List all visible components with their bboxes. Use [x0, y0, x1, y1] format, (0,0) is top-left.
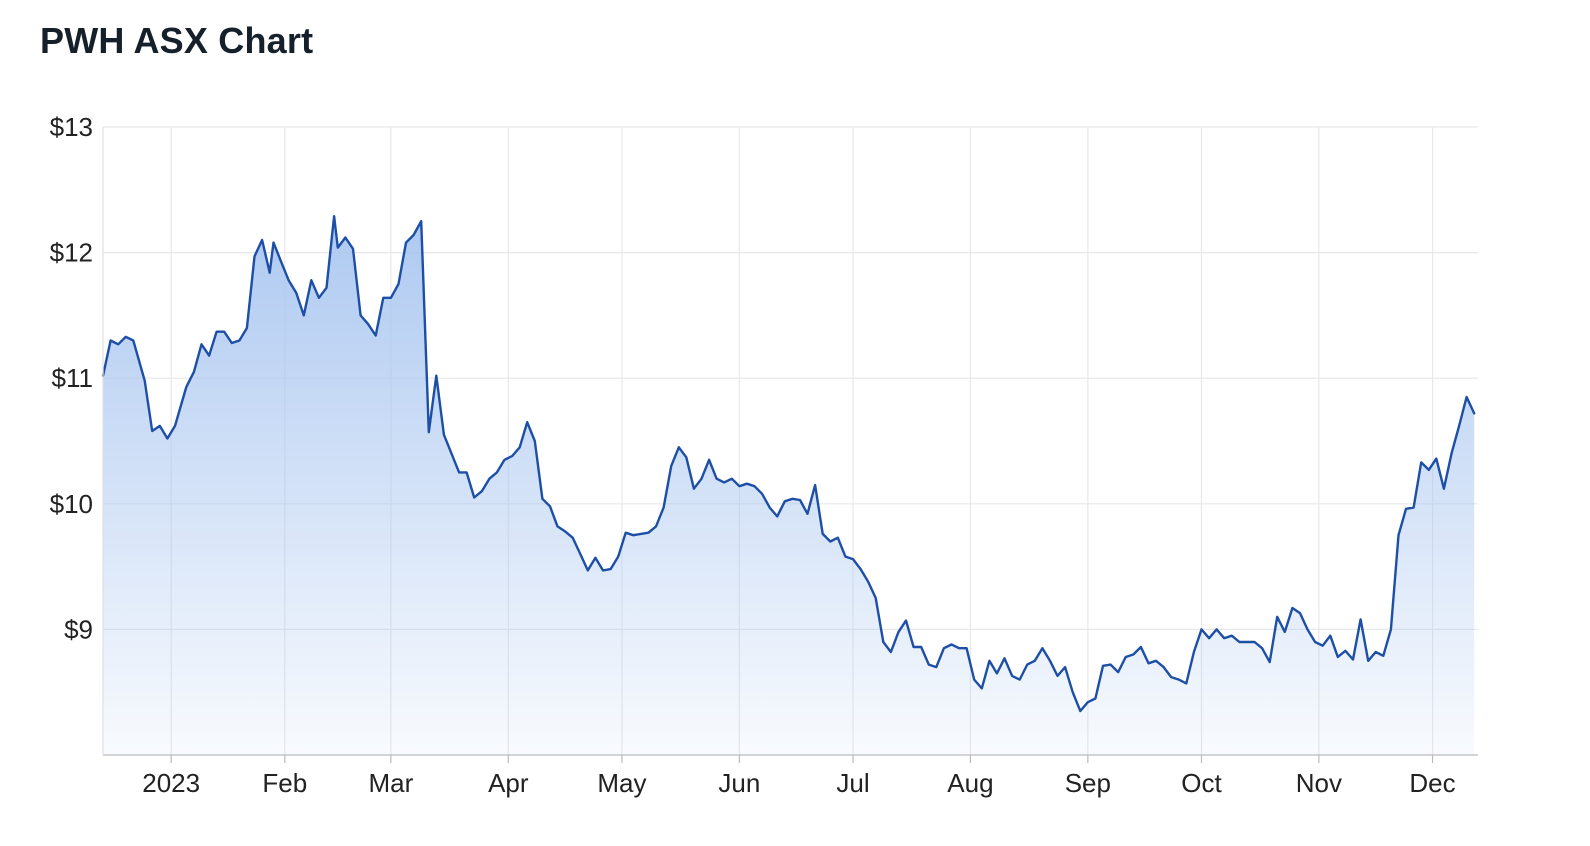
x-tick-label: Oct: [1181, 768, 1222, 798]
chart-title: PWH ASX Chart: [40, 20, 314, 61]
x-tick-label: Apr: [488, 768, 529, 798]
x-tick-label: Jun: [718, 768, 760, 798]
x-tick-label: Sep: [1065, 768, 1111, 798]
x-tick-label: Jul: [836, 768, 869, 798]
x-tick-label: Mar: [368, 768, 413, 798]
y-tick-label: $13: [50, 112, 93, 142]
axes: $13 $12 $11 $10 $9 2023 Feb Mar Apr May Jun Jul Aug S…: [50, 112, 1478, 798]
x-tick-label: Feb: [262, 768, 307, 798]
x-tick-label: May: [597, 768, 646, 798]
y-tick-label: $9: [64, 614, 93, 644]
y-tick-label: $11: [52, 363, 93, 393]
x-tick-label: Aug: [947, 768, 993, 798]
y-tick-label: $12: [50, 238, 93, 268]
x-tick-label: 2023: [142, 768, 200, 798]
pwh-area-fill: [103, 216, 1475, 755]
y-tick-label: $10: [50, 489, 93, 519]
series-lines: [101, 215, 1476, 713]
x-tick-label: Dec: [1409, 768, 1455, 798]
x-tick-label: Nov: [1296, 768, 1342, 798]
pwh-series-line: [101, 215, 1476, 713]
pwh-area-layer: [103, 216, 1475, 755]
